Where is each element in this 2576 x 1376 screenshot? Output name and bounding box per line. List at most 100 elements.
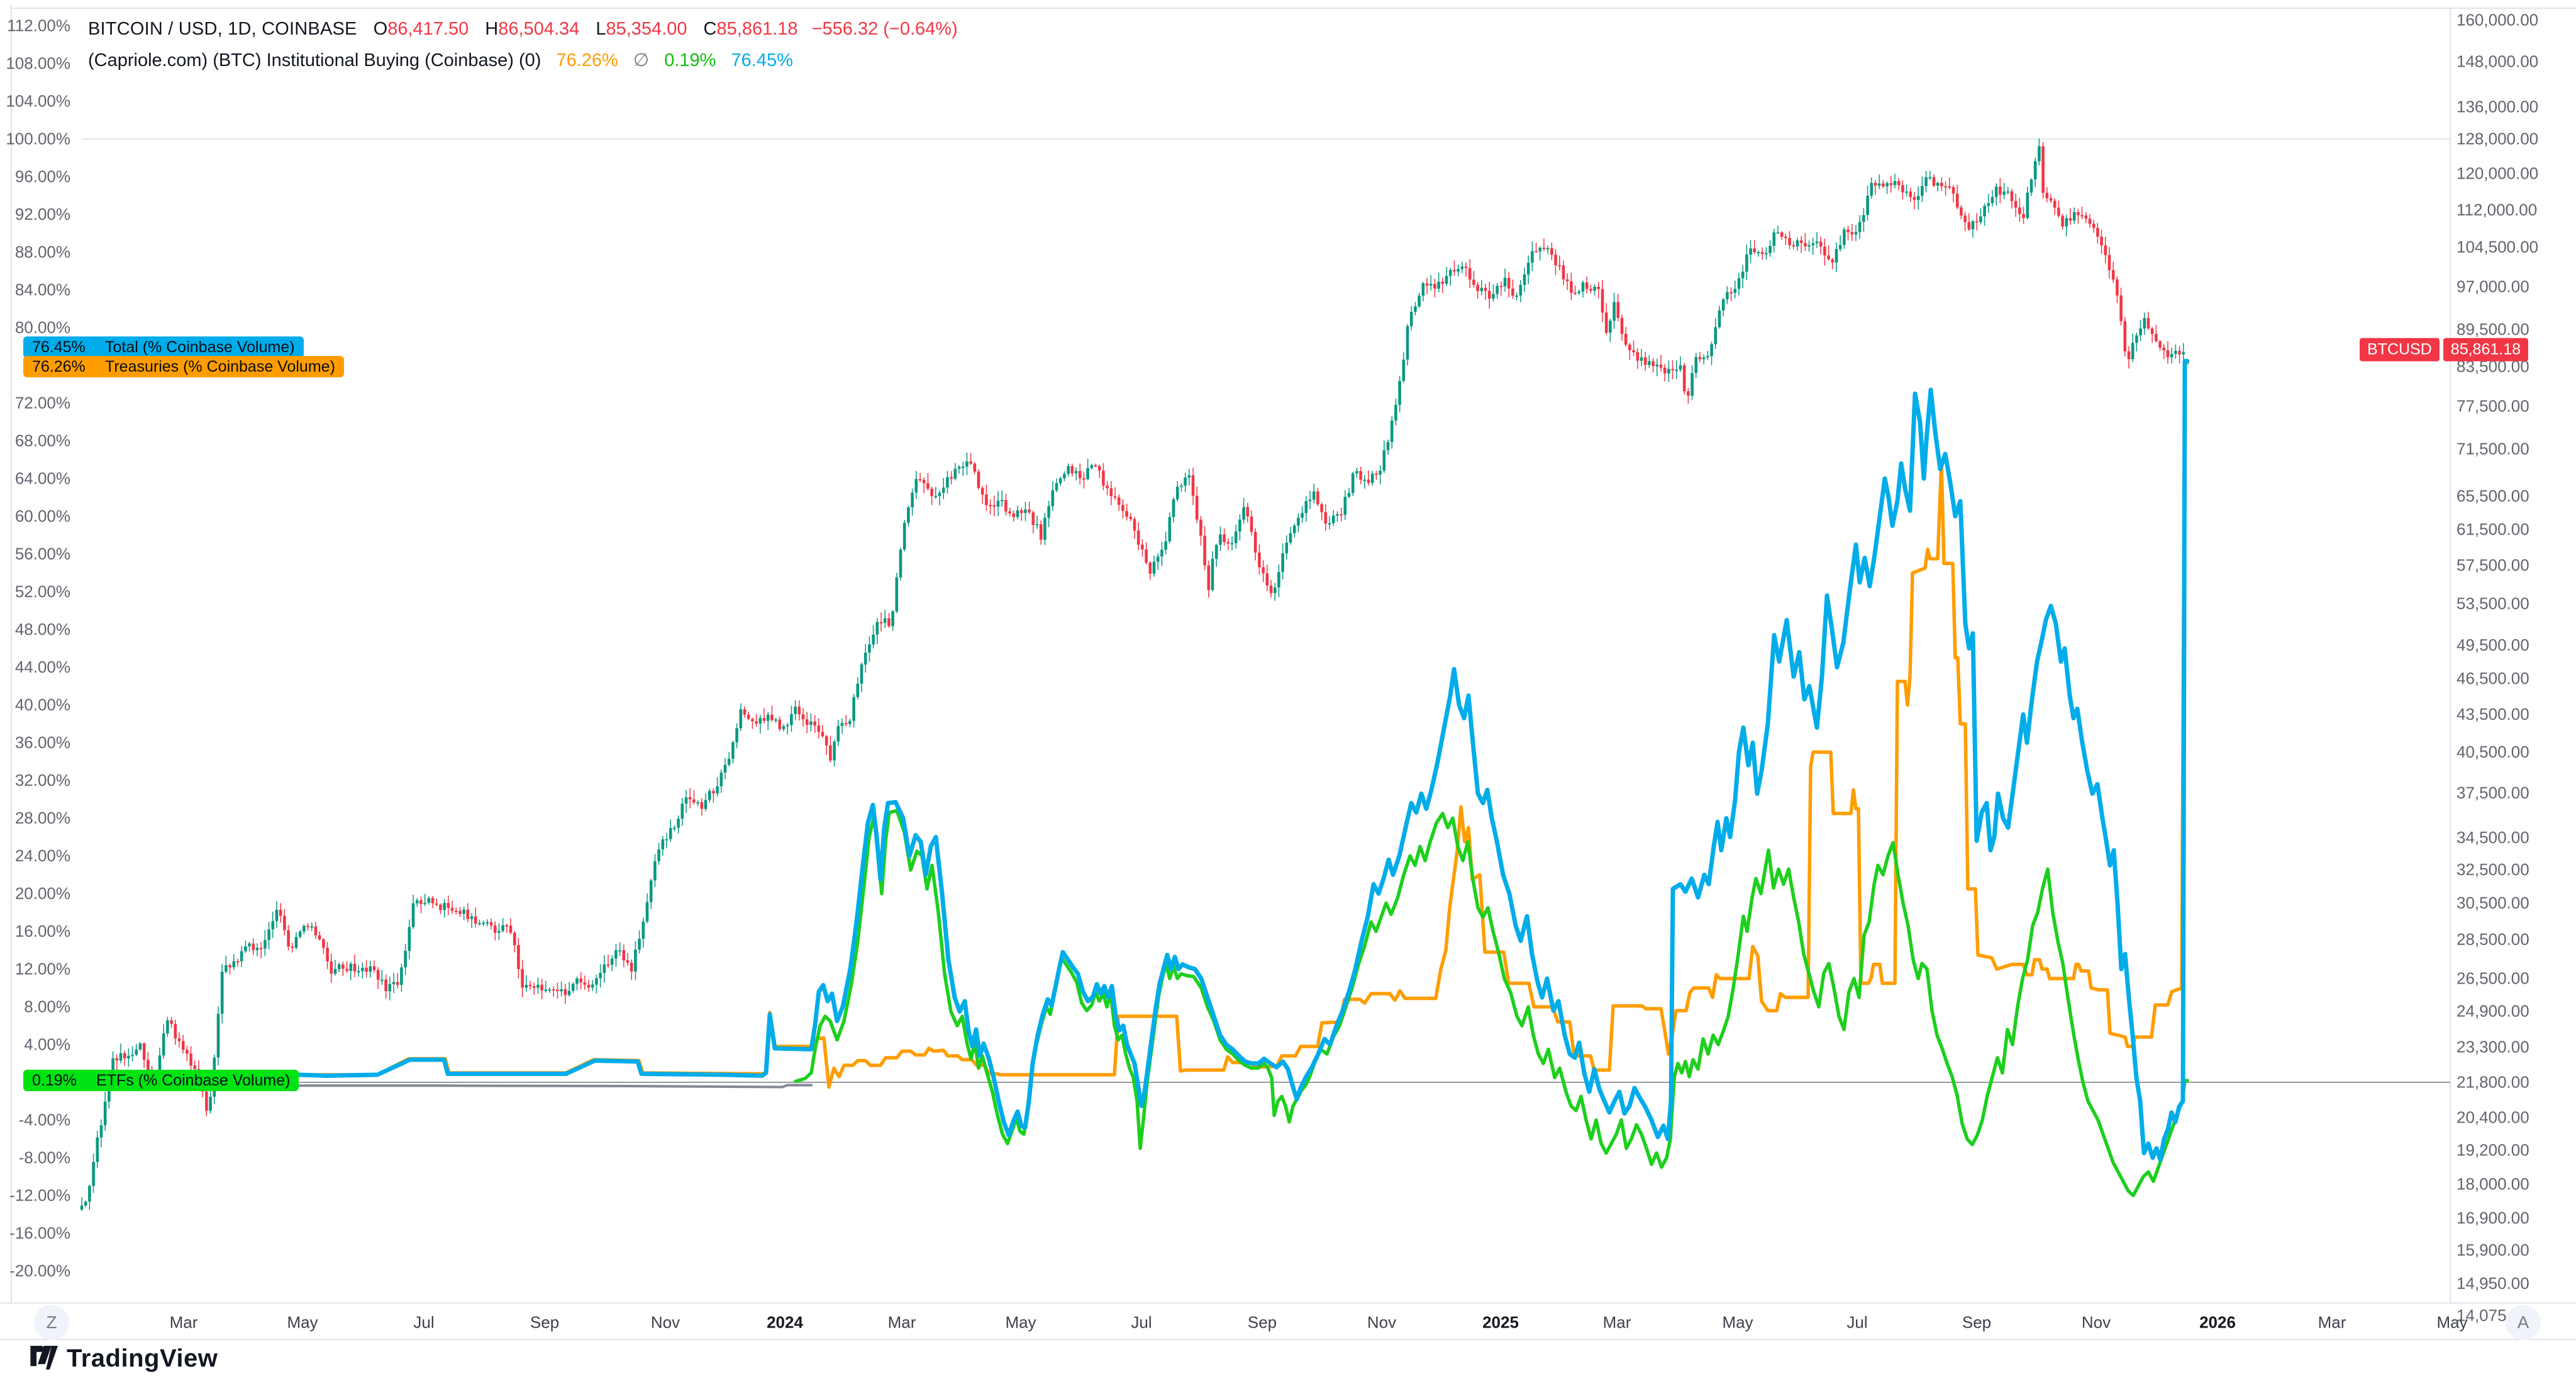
series-line-treasuries-coinbase-volume-: [80, 361, 2189, 1089]
indicator-title[interactable]: (Capriole.com) (BTC) Institutional Buyin…: [88, 50, 541, 70]
high-label: H: [485, 19, 499, 39]
left-axis-label: 4.00%: [24, 1035, 70, 1054]
candle-wicks-down: [116, 141, 2180, 1116]
left-axis-label: 92.00%: [14, 204, 70, 224]
left-axis-label: 80.00%: [14, 318, 70, 337]
left-axis-label: 100.00%: [6, 129, 70, 148]
left-axis-label: -20.00%: [9, 1261, 70, 1280]
right-axis-label: 65,500.00: [2457, 486, 2529, 506]
left-axis-label: 48.00%: [14, 619, 70, 639]
right-axis-label: 148,000.00: [2457, 52, 2539, 71]
right-axis-label: 77,500.00: [2457, 396, 2529, 416]
right-axis-label: 136,000.00: [2457, 97, 2539, 116]
right-axis-label: 46,500.00: [2457, 669, 2529, 688]
auto-scale-button[interactable]: A: [2506, 1305, 2541, 1340]
indicator-value-treasuries: 76.26%: [556, 50, 618, 70]
time-axis-month-label: Nov: [2081, 1312, 2111, 1332]
right-axis-label: 120,000.00: [2457, 164, 2539, 183]
series-line-total-coinbase-volume-: [79, 358, 2190, 1162]
indicator-header[interactable]: (Capriole.com) (BTC) Institutional Buyin…: [88, 49, 793, 71]
left-axis-label: 72.00%: [14, 393, 70, 413]
right-axis-label: 19,200.00: [2457, 1140, 2529, 1160]
right-axis-label: 24,900.00: [2457, 1001, 2529, 1021]
time-axis-month-label: May: [287, 1312, 318, 1332]
open-value: 86,417.50: [387, 19, 469, 39]
right-axis-label: 57,500.00: [2457, 555, 2529, 575]
left-axis-label: 40.00%: [14, 695, 70, 714]
last-price-symbol: BTCUSD: [2360, 338, 2440, 362]
right-axis-label: 18,000.00: [2457, 1174, 2529, 1194]
etfs-badge-value: 0.19%: [32, 1071, 77, 1089]
time-axis-month-label: Sep: [1962, 1312, 1992, 1332]
symbol-header[interactable]: BITCOIN / USD, 1D, COINBASE O86,417.50 H…: [88, 19, 958, 40]
last-price-value: 85,861.18: [2443, 338, 2529, 362]
left-axis-label: 28.00%: [14, 808, 70, 828]
time-axis-month-label: Sep: [1247, 1312, 1277, 1332]
time-axis-month-label: Mar: [2318, 1312, 2346, 1332]
time-axis-month-label: Mar: [1602, 1312, 1631, 1332]
left-axis-label: 12.00%: [14, 959, 70, 979]
etfs-badge-label: ETFs (% Coinbase Volume): [96, 1071, 291, 1089]
right-axis-label: 20,400.00: [2457, 1107, 2529, 1127]
left-axis-label: -16.00%: [9, 1223, 70, 1243]
close-value: 85,861.18: [716, 19, 798, 39]
last-price-badge: BTCUSD 85,861.18: [2360, 338, 2529, 362]
right-axis-label: 53,500.00: [2457, 594, 2529, 613]
total-value-badge: 76.45% Total (% Coinbase Volume): [23, 336, 304, 358]
right-axis-label: 26,500.00: [2457, 968, 2529, 988]
time-axis-month-label: Mar: [169, 1312, 198, 1332]
right-axis-label: 15,900.00: [2457, 1240, 2529, 1260]
right-axis-label: 16,900.00: [2457, 1208, 2529, 1228]
time-axis-month-label: May: [1005, 1312, 1036, 1332]
time-axis-month-label: Jul: [1131, 1312, 1152, 1332]
time-axis-year-label: 2026: [2199, 1312, 2236, 1332]
left-axis-label: -12.00%: [9, 1185, 70, 1205]
indicator-value-total: 76.45%: [731, 50, 793, 70]
time-axis-year-label: 2024: [767, 1312, 803, 1332]
left-axis-label: 104.00%: [6, 91, 70, 111]
right-axis-label: 28,500.00: [2457, 929, 2529, 949]
left-axis-label: 88.00%: [14, 242, 70, 262]
time-axis-month-label: Sep: [530, 1312, 560, 1332]
right-axis-label: 23,300.00: [2457, 1037, 2529, 1057]
right-axis-label: 14,950.00: [2457, 1273, 2529, 1293]
right-axis-label: 32,500.00: [2457, 860, 2529, 879]
right-axis-label: 34,500.00: [2457, 828, 2529, 847]
time-axis-year-label: 2025: [1482, 1312, 1519, 1332]
left-axis-label: -4.00%: [18, 1110, 70, 1129]
series-line-etfs-coinbase-volume-: [794, 809, 2189, 1197]
left-axis-label: 108.00%: [6, 53, 70, 73]
left-axis-label: 20.00%: [14, 884, 70, 903]
left-axis-label: 64.00%: [14, 469, 70, 488]
open-label: O: [373, 19, 388, 39]
right-axis-label: 160,000.00: [2457, 10, 2539, 30]
timezone-button[interactable]: Z: [34, 1305, 69, 1340]
right-axis-label: 128,000.00: [2457, 129, 2539, 148]
left-axis-label: 8.00%: [24, 997, 70, 1016]
right-axis-label: 112,000.00: [2457, 200, 2538, 219]
left-axis-label: 112.00%: [7, 16, 70, 35]
time-axis-month-label: Nov: [1367, 1312, 1397, 1332]
change-value: −556.32 (−0.64%): [811, 19, 958, 39]
candle-wicks-up: [81, 138, 2184, 1211]
right-axis-label: 97,000.00: [2457, 277, 2529, 296]
time-axis-month-label: May: [2436, 1312, 2468, 1332]
right-axis-label: 21,800.00: [2457, 1072, 2529, 1092]
symbol-title[interactable]: BITCOIN / USD, 1D, COINBASE: [88, 19, 357, 39]
right-axis-label: 43,500.00: [2457, 704, 2529, 724]
indicator-eye-icon[interactable]: ∅: [633, 50, 650, 70]
tradingview-logo[interactable]: TradingView: [30, 1345, 218, 1373]
time-axis-month-label: Nov: [650, 1312, 680, 1332]
right-axis-label: 30,500.00: [2457, 893, 2529, 913]
left-axis-label: 84.00%: [14, 280, 70, 299]
indicator-value-etfs: 0.19%: [664, 50, 716, 70]
right-axis-label: 61,500.00: [2457, 519, 2529, 539]
low-label: L: [596, 19, 606, 39]
left-axis-label: 24.00%: [14, 846, 70, 865]
high-value: 86,504.34: [498, 19, 580, 39]
treasuries-badge-value: 76.26%: [32, 357, 86, 375]
left-axis-label: 36.00%: [14, 733, 70, 752]
left-axis-label: 52.00%: [14, 582, 70, 601]
